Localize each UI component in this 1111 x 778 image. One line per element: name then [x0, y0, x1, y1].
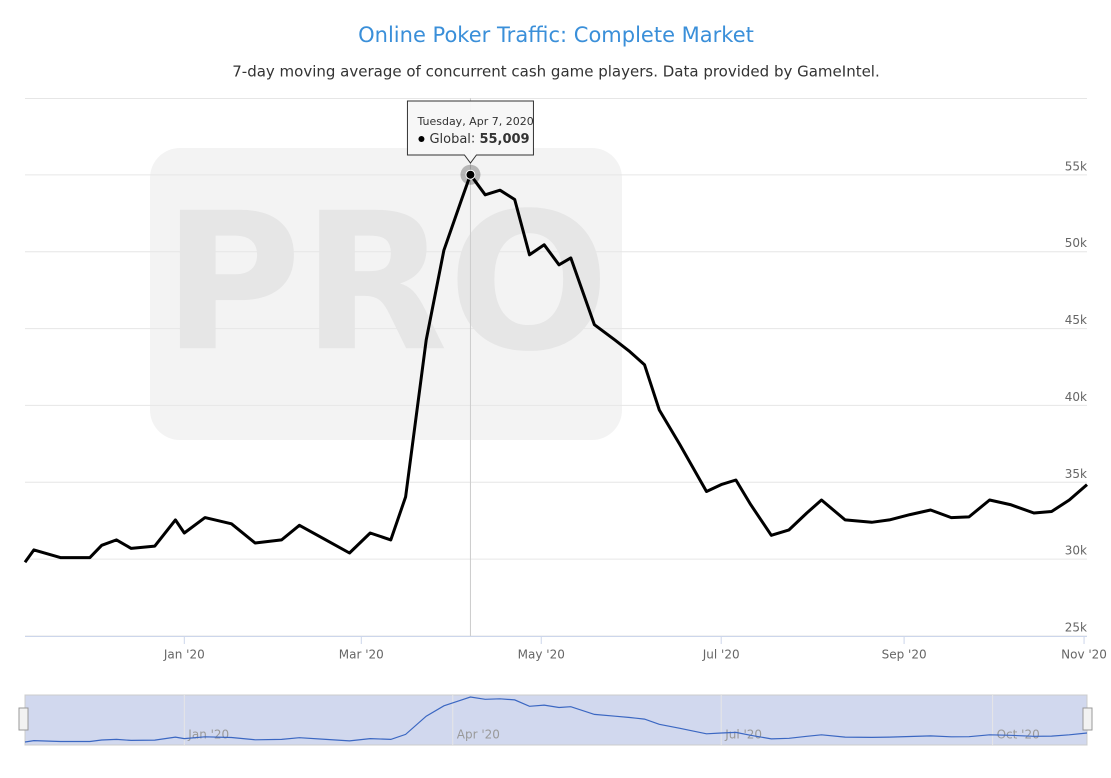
- x-tick-label: May '20: [518, 648, 565, 662]
- y-tick-label: 35k: [1065, 467, 1087, 481]
- y-tick-label: 40k: [1065, 390, 1087, 404]
- tooltip: Tuesday, Apr 7, 2020 Global: 55,009: [406, 100, 534, 164]
- series-line: [23, 173, 1088, 564]
- tooltip-title: Tuesday, Apr 7, 2020: [416, 115, 533, 128]
- navigator-tick-label: Jan '20: [187, 728, 229, 742]
- chart-subtitle: 7-day moving average of concurrent cash …: [232, 63, 880, 81]
- y-tick-label: 55k: [1065, 159, 1087, 173]
- y-tick-label: 50k: [1065, 236, 1087, 250]
- y-tick-label: 30k: [1065, 544, 1087, 558]
- tooltip-value: Global: 55,009: [429, 132, 529, 147]
- chart-title: Online Poker Traffic: Complete Market: [358, 23, 754, 47]
- x-tick-label: Jul '20: [702, 648, 740, 662]
- tooltip-box: [406, 100, 534, 164]
- y-tick-label: 45k: [1065, 313, 1087, 327]
- x-tick-label: Mar '20: [339, 648, 384, 662]
- navigator-tick-label: Apr '20: [457, 728, 500, 742]
- tooltip-series: Global: [429, 132, 470, 147]
- hover-point: [465, 169, 476, 180]
- tooltip-number: 55,009: [479, 132, 529, 147]
- navigator-handle[interactable]: [18, 707, 29, 731]
- navigator-series: [24, 696, 1088, 743]
- x-tick-label: Jan '20: [163, 648, 205, 662]
- watermark: PRO: [162, 172, 609, 393]
- y-tick-label: 25k: [1065, 621, 1087, 635]
- navigator-tick-label: Jul '20: [724, 728, 762, 742]
- watermark-box: [150, 148, 622, 440]
- x-tick-label: Sep '20: [882, 648, 927, 662]
- tooltip-dot: [418, 136, 425, 142]
- x-tick-label: Nov '20: [1061, 648, 1107, 662]
- navigator-tick-label: Oct '20: [997, 728, 1040, 742]
- navigator-handle[interactable]: [1082, 707, 1093, 731]
